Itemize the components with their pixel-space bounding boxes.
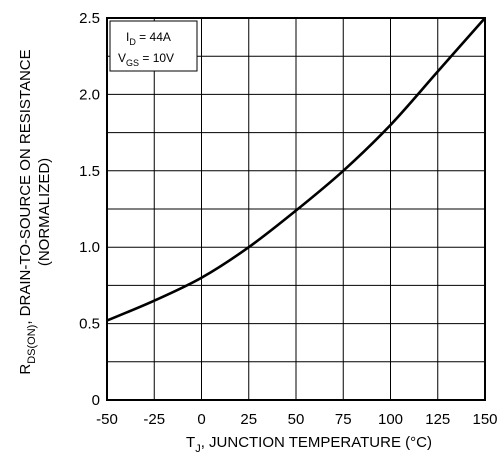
grid (106, 17, 486, 401)
x-tick-label: 25 (240, 411, 257, 428)
x-tick-label: 150 (472, 411, 497, 428)
x-axis-label: TJ, JUNCTION TEMPERATURE (°C) (186, 434, 432, 454)
y-axis-label-line-2: (NORMALIZED) (36, 158, 53, 266)
y-tick-label: 1.5 (79, 163, 100, 180)
y-axis-label: RDS(ON), DRAIN-TO-SOURCE ON RESISTANCE (… (17, 49, 53, 374)
annotation-line-2: VGS = 10V (118, 51, 174, 68)
y-tick-label: 1.0 (79, 239, 100, 256)
plot-frame (106, 17, 486, 401)
x-tick-label: 100 (378, 411, 403, 428)
y-tick-label: 2.0 (79, 86, 100, 103)
annotation-box: ID = 44A VGS = 10V (109, 20, 198, 72)
x-tick-label: -50 (96, 411, 118, 428)
y-tick-label: 0 (92, 392, 100, 409)
y-tick-label: 2.5 (79, 10, 100, 27)
annotation-line-1: ID = 44A (126, 30, 171, 47)
y-axis-label-line-1: RDS(ON), DRAIN-TO-SOURCE ON RESISTANCE (17, 49, 38, 374)
x-tick-label: 125 (425, 411, 450, 428)
x-tick-label: 0 (197, 411, 205, 428)
y-tick-label: 0.5 (79, 316, 100, 333)
y-tick-labels: 0 0.5 1.0 1.5 2.0 2.5 (79, 10, 100, 409)
x-tick-label: 75 (335, 411, 352, 428)
x-tick-label: -25 (143, 411, 165, 428)
series-line (106, 17, 486, 322)
x-tick-label: 50 (288, 411, 305, 428)
x-tick-labels: -50 -25 0 25 50 75 100 125 150 (96, 411, 497, 428)
